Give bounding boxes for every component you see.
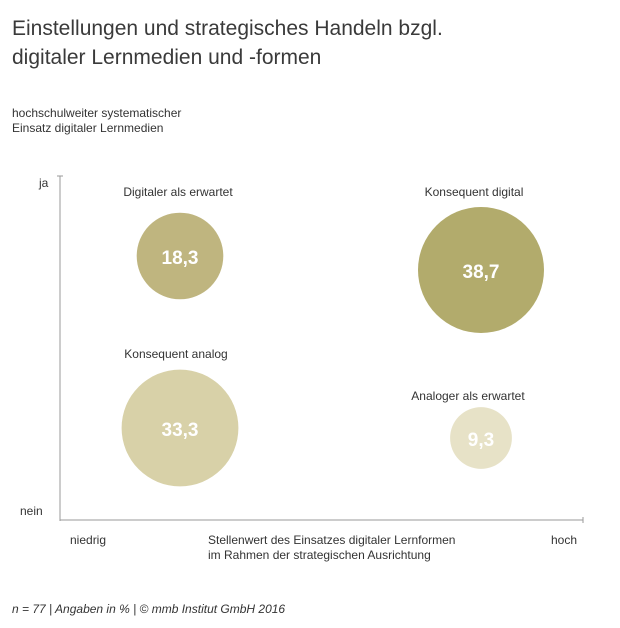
title-line-2: digitaler Lernmedien und -formen	[12, 46, 322, 69]
quadrant-label-konsequent-digital: Konsequent digital	[425, 185, 524, 199]
x-axis-label-line-2: im Rahmen der strategischen Ausrichtung	[208, 548, 431, 562]
bubble-analoger-als-erwartet	[450, 407, 512, 469]
x-tick-low: niedrig	[70, 533, 106, 547]
bubble-konsequent-analog	[121, 369, 239, 487]
bubble-value-konsequent-analog: 33,3	[162, 420, 199, 441]
title-line-1: Einstellungen und strategisches Handeln …	[12, 17, 443, 40]
footer-note: n = 77 | Angaben in % | © mmb Institut G…	[12, 602, 286, 616]
quadrant-label-analoger: Analoger als erwartet	[411, 389, 525, 403]
bubble-digitaler-als-erwartet	[136, 212, 224, 300]
bubble-value-konsequent-digital: 38,7	[463, 262, 500, 283]
y-axis-label-line-2: Einsatz digitaler Lernmedien	[12, 121, 164, 135]
chart-title: Einstellungen und strategisches Handeln …	[12, 14, 602, 72]
x-axis-label-line-1: Stellenwert des Einsatzes digitaler Lern…	[208, 533, 455, 547]
y-axis-label: hochschulweiter systematischer Einsatz d…	[12, 106, 272, 136]
bubble-konsequent-digital	[418, 207, 544, 333]
y-tick-high: ja	[38, 176, 49, 190]
x-tick-high: hoch	[551, 533, 577, 547]
quadrant-label-digitaler: Digitaler als erwartet	[123, 185, 233, 199]
quadrant-label-konsequent-analog: Konsequent analog	[124, 347, 227, 361]
y-axis-label-line-1: hochschulweiter systematischer	[12, 106, 182, 120]
y-tick-low: nein	[20, 504, 43, 518]
bubble-value-digitaler: 18,3	[162, 248, 199, 269]
bubble-value-analoger: 9,3	[468, 430, 494, 451]
